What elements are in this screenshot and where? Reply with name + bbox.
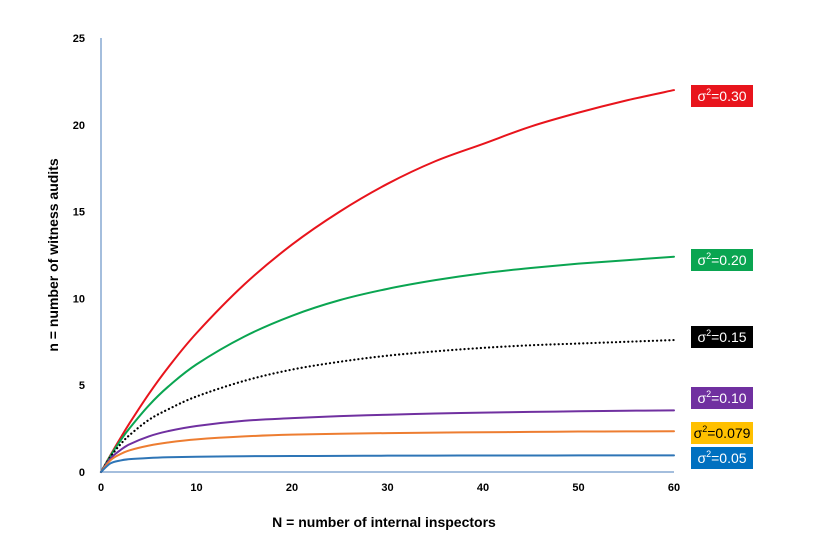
legend-label-sup: 2 [706, 449, 711, 459]
series-line-4 [100, 430, 675, 473]
legend-label: σ2=0.10 [697, 389, 746, 406]
legend-label-base: σ [697, 252, 706, 268]
series-line-0 [100, 89, 675, 473]
legend-label-base: σ [697, 88, 706, 104]
x-tick-label: 60 [668, 482, 680, 494]
legend-box-bg [691, 387, 753, 409]
legend-label-value: =0.05 [711, 450, 747, 466]
legend-box-bg [691, 422, 753, 444]
legend-label: σ2=0.30 [697, 87, 746, 104]
legend-label-base: σ [697, 329, 706, 345]
y-tick-label: 0 [79, 467, 85, 479]
legend-label-value: =0.079 [707, 425, 750, 441]
series-line-2 [99, 338, 676, 474]
series-line-1 [100, 255, 675, 473]
legend-box: σ2=0.079 [691, 422, 753, 444]
series-lines [99, 89, 676, 474]
y-tick-label: 20 [73, 120, 85, 132]
legend-label-sup: 2 [702, 424, 707, 434]
legend-box-bg [691, 249, 753, 271]
legend-box-bg [691, 447, 753, 469]
series-line-3 [100, 409, 675, 473]
legend-label-sup: 2 [706, 87, 711, 97]
y-tick-label: 15 [73, 207, 85, 219]
x-tick-label: 30 [381, 482, 393, 494]
legend-label: σ2=0.20 [697, 251, 746, 268]
x-tick-label: 0 [98, 482, 104, 494]
legend-box: σ2=0.30 [691, 85, 753, 107]
axes [100, 38, 674, 473]
legend-label-base: σ [694, 425, 703, 441]
legend-label-value: =0.15 [711, 329, 747, 345]
legend-box: σ2=0.05 [691, 447, 753, 469]
legend-label: σ2=0.079 [694, 424, 751, 441]
legend-label-sup: 2 [706, 389, 711, 399]
legend-box-bg [691, 85, 753, 107]
legend-box: σ2=0.10 [691, 387, 753, 409]
x-tick-label: 50 [572, 482, 584, 494]
x-tick-label: 20 [286, 482, 298, 494]
legend-box-bg [691, 326, 753, 348]
y-tick-label: 5 [79, 380, 85, 392]
x-tick-labels: 0 10 20 30 40 50 60 [98, 482, 680, 494]
legend-label-value: =0.10 [711, 390, 747, 406]
x-tick-label: 10 [190, 482, 202, 494]
y-axis-title: n = number of witness audits [45, 158, 61, 352]
y-tick-label: 10 [73, 293, 85, 305]
legend-box: σ2=0.15 [691, 326, 753, 348]
legend-label-value: =0.20 [711, 252, 747, 268]
x-axis-title: N = number of internal inspectors [272, 514, 496, 530]
legend-label-base: σ [697, 390, 706, 406]
legend: σ2=0.30σ2=0.20σ2=0.15σ2=0.10σ2=0.079σ2=0… [691, 85, 753, 469]
legend-label: σ2=0.05 [697, 449, 746, 466]
y-tick-label: 25 [73, 33, 85, 45]
legend-label-sup: 2 [706, 328, 711, 338]
x-tick-label: 40 [477, 482, 489, 494]
y-tick-labels: 0 5 10 15 20 25 [73, 33, 85, 479]
legend-label: σ2=0.15 [697, 328, 746, 345]
legend-box: σ2=0.20 [691, 249, 753, 271]
legend-label-sup: 2 [706, 251, 711, 261]
series-line-5 [100, 454, 675, 473]
legend-label-value: =0.30 [711, 88, 747, 104]
legend-label-base: σ [697, 450, 706, 466]
